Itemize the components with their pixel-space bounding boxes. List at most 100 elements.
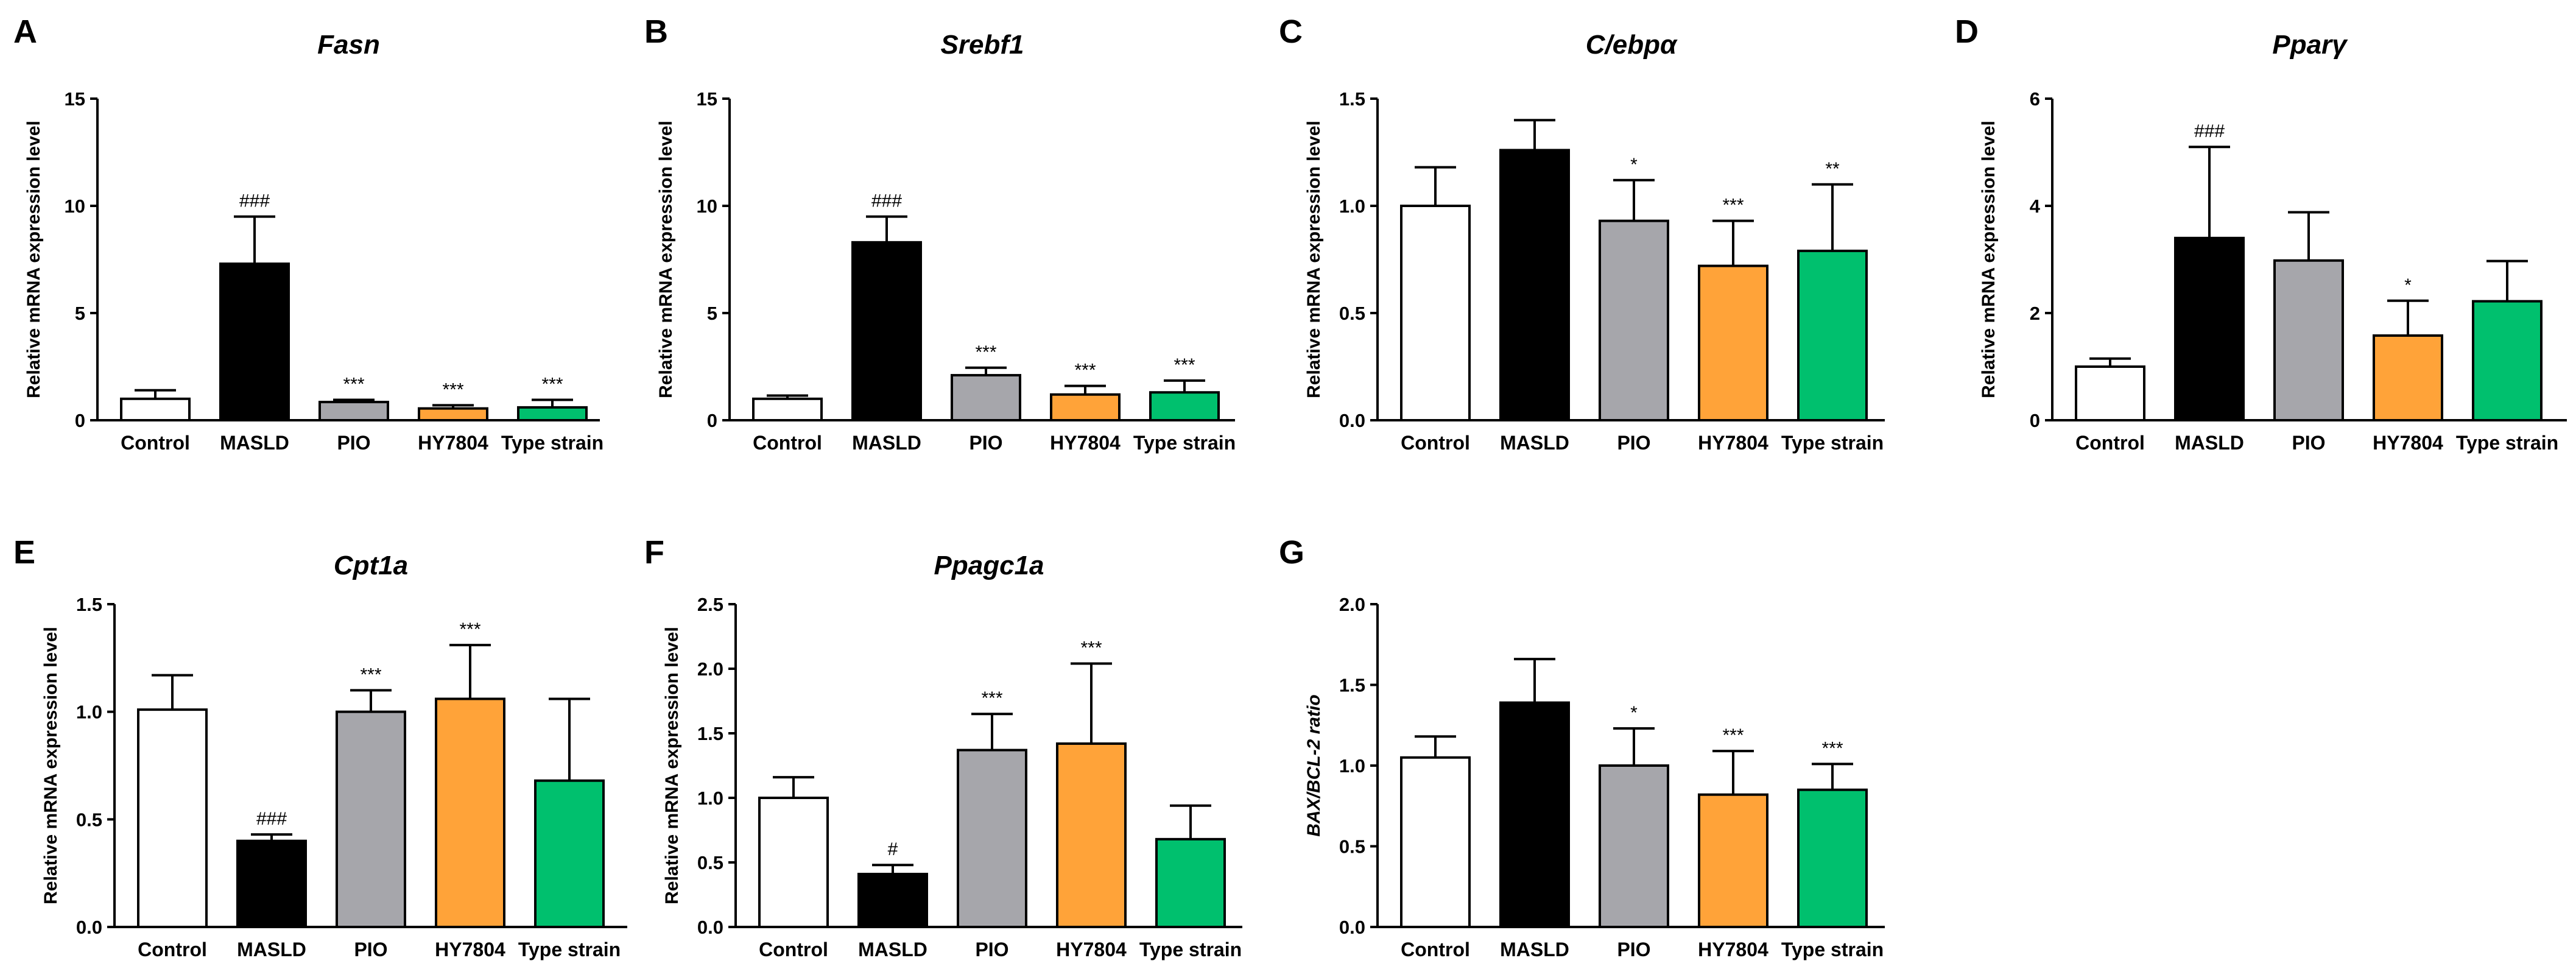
x-tick-label: PIO: [2292, 432, 2325, 454]
y-tick-label: 10: [697, 196, 717, 217]
panel-letter: D: [1955, 13, 1979, 50]
y-axis-label: Relative mRNA expression level: [1979, 121, 1999, 398]
bar-control: [758, 797, 829, 928]
bar-pio: [957, 749, 1027, 929]
chart-title: Srebf1: [941, 30, 1024, 60]
x-tick-label: Control: [138, 939, 207, 960]
x-tick-label: HY7804: [1698, 939, 1768, 960]
bar-control: [137, 708, 208, 928]
y-tick-label: 0.5: [1339, 836, 1365, 858]
chart-panel-a: A Fasn 0 5 10 15 Relative mRNA expression leve…: [13, 13, 604, 454]
bar-masld: [857, 873, 928, 928]
y-tick-label: 6: [2030, 88, 2040, 110]
significance-label: ***: [360, 664, 381, 685]
bar-type-strain: [1797, 249, 1868, 421]
y-tick-label: 0.0: [1339, 917, 1365, 938]
y-axis-label: Relative mRNA expression level: [1304, 121, 1324, 398]
y-tick-label: 5: [707, 303, 717, 324]
x-tick-label: Type strain: [2456, 432, 2558, 454]
x-tick-label: Control: [1401, 939, 1470, 960]
y-tick-label: 0.0: [1339, 410, 1365, 431]
significance-label: ***: [1074, 361, 1096, 381]
significance-label: ***: [975, 342, 996, 362]
x-tick-label: Control: [753, 432, 822, 454]
y-axis-label: Relative mRNA expression level: [41, 627, 61, 904]
x-tick-label: Type strain: [1133, 432, 1236, 454]
significance-label: ***: [1821, 738, 1843, 758]
significance-label: **: [1825, 159, 1840, 179]
panel-letter: B: [644, 13, 668, 50]
significance-label: ***: [1080, 638, 1102, 658]
y-tick-label: 1.5: [1339, 88, 1365, 110]
y-tick-label: 1.0: [76, 702, 102, 723]
y-tick-label: 2.5: [697, 594, 723, 615]
y-tick-label: 2: [2030, 303, 2040, 324]
x-tick-label: Type strain: [518, 939, 621, 960]
x-tick-label: PIO: [1617, 432, 1650, 454]
chart-panel-g: G 0.0 0.5 1.0 1.5 2.0 BAX/BCL-2 ratio Control MA…: [1279, 534, 1885, 960]
significance-label: ***: [343, 375, 364, 395]
significance-label: ***: [442, 379, 463, 400]
y-tick-label: 0.5: [1339, 303, 1365, 324]
bar-masld: [219, 263, 290, 421]
bar-control: [120, 397, 191, 421]
x-tick-label: HY7804: [418, 432, 488, 454]
y-tick-label: 10: [65, 196, 85, 217]
bar-type-strain: [517, 406, 588, 422]
chart-panel-e: E Cpt1a 0.0 0.5 1.0 1.5 Relative mRNA expressi…: [13, 534, 627, 960]
y-tick-label: 2.0: [1339, 594, 1365, 615]
significance-label: ***: [1174, 355, 1195, 375]
y-axis-label: Relative mRNA expression level: [662, 627, 682, 904]
significance-label: ###: [256, 809, 287, 829]
x-tick-label: HY7804: [2373, 432, 2443, 454]
bar-hy7804: [1050, 393, 1121, 422]
bar-masld: [1499, 701, 1570, 929]
bar-pio: [2273, 259, 2344, 421]
y-tick-label: 0.0: [76, 917, 102, 938]
significance-label: ***: [981, 688, 1002, 708]
bar-control: [1400, 205, 1471, 421]
significance-label: *: [1630, 155, 1638, 175]
x-tick-label: PIO: [337, 432, 370, 454]
bar-masld: [851, 241, 922, 421]
x-tick-label: PIO: [975, 939, 1008, 960]
bar-control: [1400, 756, 1471, 928]
x-tick-label: Type strain: [1781, 432, 1884, 454]
panel-letter: G: [1279, 534, 1304, 571]
x-tick-label: Type strain: [1781, 939, 1884, 960]
x-tick-label: Type strain: [501, 432, 604, 454]
bar-type-strain: [1149, 391, 1220, 421]
x-tick-label: MASLD: [852, 432, 921, 454]
bar-masld: [236, 839, 307, 928]
x-tick-label: Type strain: [1139, 939, 1242, 960]
x-tick-label: Control: [121, 432, 190, 454]
chart-title: Cpt1a: [334, 551, 408, 580]
bar-hy7804: [418, 407, 488, 422]
chart-panel-b: B Srebf1 0 5 10 15 Relative mRNA expression le…: [644, 13, 1236, 454]
x-tick-label: HY7804: [435, 939, 505, 960]
x-tick-label: MASLD: [858, 939, 927, 960]
chart-title: C/ebpα: [1586, 30, 1678, 60]
bar-pio: [951, 374, 1021, 422]
x-tick-label: Control: [1401, 432, 1470, 454]
significance-label: ###: [239, 191, 270, 211]
y-tick-label: 2.0: [697, 658, 723, 680]
y-tick-label: 1.0: [1339, 196, 1365, 217]
bar-hy7804: [2373, 334, 2443, 422]
significance-label: ###: [2194, 121, 2225, 141]
bar-pio: [1599, 764, 1669, 928]
y-tick-label: 1.5: [76, 594, 102, 615]
significance-label: ***: [1722, 725, 1744, 745]
x-tick-label: HY7804: [1050, 432, 1121, 454]
chart-title: Ppagc1a: [934, 551, 1044, 580]
y-tick-label: 0: [75, 410, 85, 431]
y-tick-label: 1.5: [1339, 675, 1365, 696]
significance-label: ###: [871, 191, 902, 211]
y-tick-label: 4: [2030, 196, 2041, 217]
chart-title: Fasn: [317, 30, 380, 60]
y-tick-label: 0: [707, 410, 717, 431]
y-axis-label: Relative mRNA expression level: [656, 121, 676, 398]
bar-type-strain: [1155, 837, 1226, 928]
bar-control: [2075, 365, 2145, 421]
